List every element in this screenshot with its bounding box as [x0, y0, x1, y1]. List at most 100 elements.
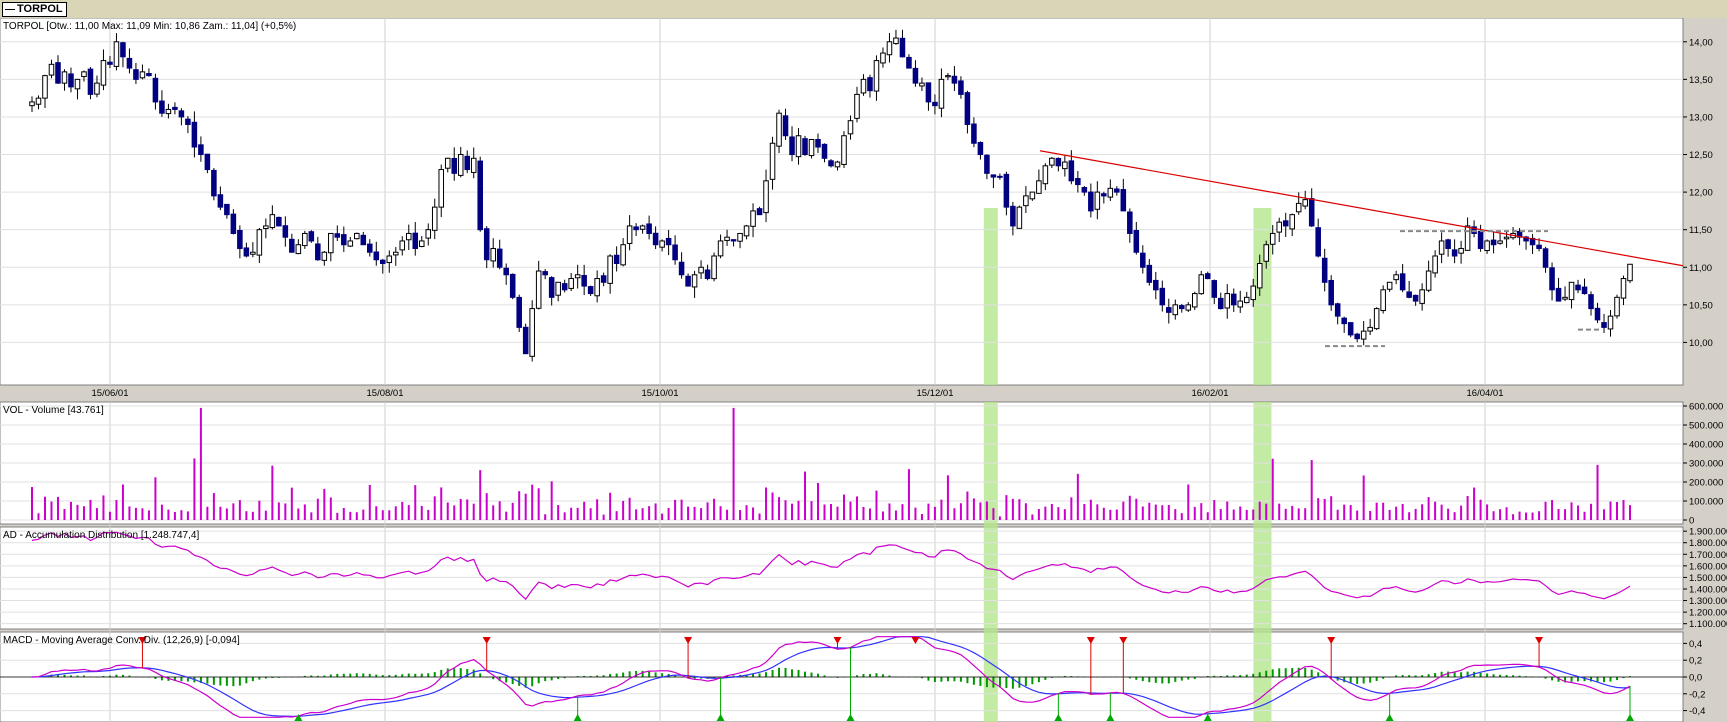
macd-histogram-bar — [407, 673, 410, 677]
volume-bar — [1291, 505, 1294, 520]
volume-bar — [1590, 503, 1593, 520]
macd-histogram-bar — [1232, 675, 1235, 677]
volume-bar — [719, 506, 722, 520]
macd-histogram-bar — [674, 675, 677, 677]
macd-histogram-bar — [1265, 670, 1268, 677]
volume-bar — [1388, 509, 1391, 520]
bull-candle — [763, 180, 769, 214]
macd-histogram-bar — [946, 677, 949, 682]
macd-histogram-bar — [1252, 673, 1255, 677]
bull-candle — [1250, 285, 1257, 301]
window-tab[interactable]: TORPOL — [2, 2, 67, 17]
volume-bar — [193, 458, 196, 520]
macd-histogram-bar — [998, 677, 1001, 688]
macd-histogram-bar — [1590, 677, 1593, 682]
macd-histogram-bar — [745, 674, 748, 677]
volume-bar — [1564, 509, 1567, 520]
macd-histogram-bar — [219, 677, 222, 686]
macd-histogram-bar — [1440, 671, 1443, 677]
macd-histogram-bar — [1167, 677, 1170, 684]
highlight-band-lower — [1253, 402, 1272, 722]
bear-candle — [1127, 211, 1133, 234]
bear-candle — [633, 226, 639, 231]
bull-candle — [1107, 187, 1114, 198]
volume-bar — [1466, 496, 1469, 520]
volume-bar — [1603, 509, 1606, 520]
bear-candle — [1536, 244, 1542, 249]
volume-bar — [1278, 503, 1281, 520]
volume-bar — [1577, 505, 1580, 520]
volume-y-tick-label: 300.000 — [1689, 459, 1723, 470]
volume-bar — [842, 494, 845, 520]
volume-bar — [498, 501, 501, 520]
macd-histogram-bar — [576, 676, 579, 677]
volume-bar — [868, 508, 871, 520]
bear-candle — [1068, 160, 1075, 182]
macd-histogram-bar — [1505, 675, 1508, 677]
volume-bar — [1213, 500, 1216, 520]
macd-histogram-bar — [1356, 677, 1359, 684]
volume-bar — [43, 496, 46, 520]
macd-histogram-bar — [329, 674, 332, 677]
macd-histogram-bar — [1135, 677, 1138, 680]
volume-bar — [1440, 504, 1443, 520]
bull-candle — [1276, 221, 1282, 233]
price-y-tick-label: 11,00 — [1689, 263, 1712, 274]
macd-y-tick-label: -0,2 — [1689, 689, 1705, 700]
volume-bar — [1115, 509, 1118, 520]
volume-bar — [336, 512, 339, 520]
volume-bar — [1089, 499, 1092, 520]
macd-histogram-bar — [1148, 677, 1151, 683]
volume-bar — [414, 485, 417, 520]
macd-histogram-bar — [479, 673, 482, 677]
macd-histogram-bar — [1070, 676, 1073, 677]
bull-candle — [1289, 214, 1295, 230]
volume-bar — [596, 499, 599, 520]
bear-candle — [1120, 189, 1127, 212]
volume-bar — [732, 407, 735, 520]
volume-bar — [1336, 509, 1339, 520]
bear-candle — [932, 101, 938, 107]
macd-histogram-bar — [1622, 677, 1625, 679]
macd-histogram-bar — [628, 671, 631, 677]
macd-histogram-bar — [1304, 667, 1307, 677]
volume-bar — [765, 487, 768, 520]
volume-bar — [342, 508, 345, 520]
bear-candle — [1399, 273, 1406, 291]
macd-histogram-bar — [635, 670, 638, 677]
ad-y-tick-label: 1.300.000 — [1689, 596, 1727, 607]
volume-bar — [290, 487, 293, 520]
macd-histogram-bar — [76, 675, 79, 677]
volume-bar — [784, 500, 787, 520]
volume-bar — [622, 500, 625, 520]
volume-y-tick-label: 0 — [1689, 516, 1694, 527]
bull-candle — [35, 97, 42, 105]
volume-bar — [355, 512, 358, 520]
bull-candle — [834, 161, 841, 168]
macd-histogram-bar — [420, 673, 423, 677]
bear-candle — [964, 92, 971, 125]
macd-histogram-bar — [1024, 677, 1027, 686]
macd-histogram-bar — [1219, 675, 1222, 677]
window-tab-label: TORPOL — [17, 3, 63, 15]
bear-candle — [1523, 236, 1529, 242]
macd-histogram-bar — [1421, 675, 1424, 677]
chart-canvas: 15/06/01 15/08/01 15/10/01 15/12/01 16/02/01… — [0, 18, 1727, 722]
bear-candle — [984, 154, 990, 174]
macd-histogram-bar — [1291, 667, 1294, 677]
volume-bar — [687, 506, 690, 520]
macd-histogram-bar — [563, 677, 566, 679]
volume-bar — [1018, 499, 1021, 520]
bull-candle — [1432, 255, 1438, 274]
volume-panel-label: VOL - Volume [43.761] — [3, 405, 104, 416]
bull-candle — [470, 157, 477, 173]
volume-bar — [1538, 511, 1541, 520]
volume-bar — [693, 506, 696, 520]
bull-candle — [48, 63, 55, 76]
bull-candle — [1607, 315, 1614, 330]
bear-candle — [802, 138, 808, 156]
bear-candle — [925, 82, 932, 103]
x-tick-label: 16/04/01 — [1467, 388, 1504, 399]
volume-bar — [1167, 504, 1170, 520]
volume-bar — [1310, 460, 1313, 520]
